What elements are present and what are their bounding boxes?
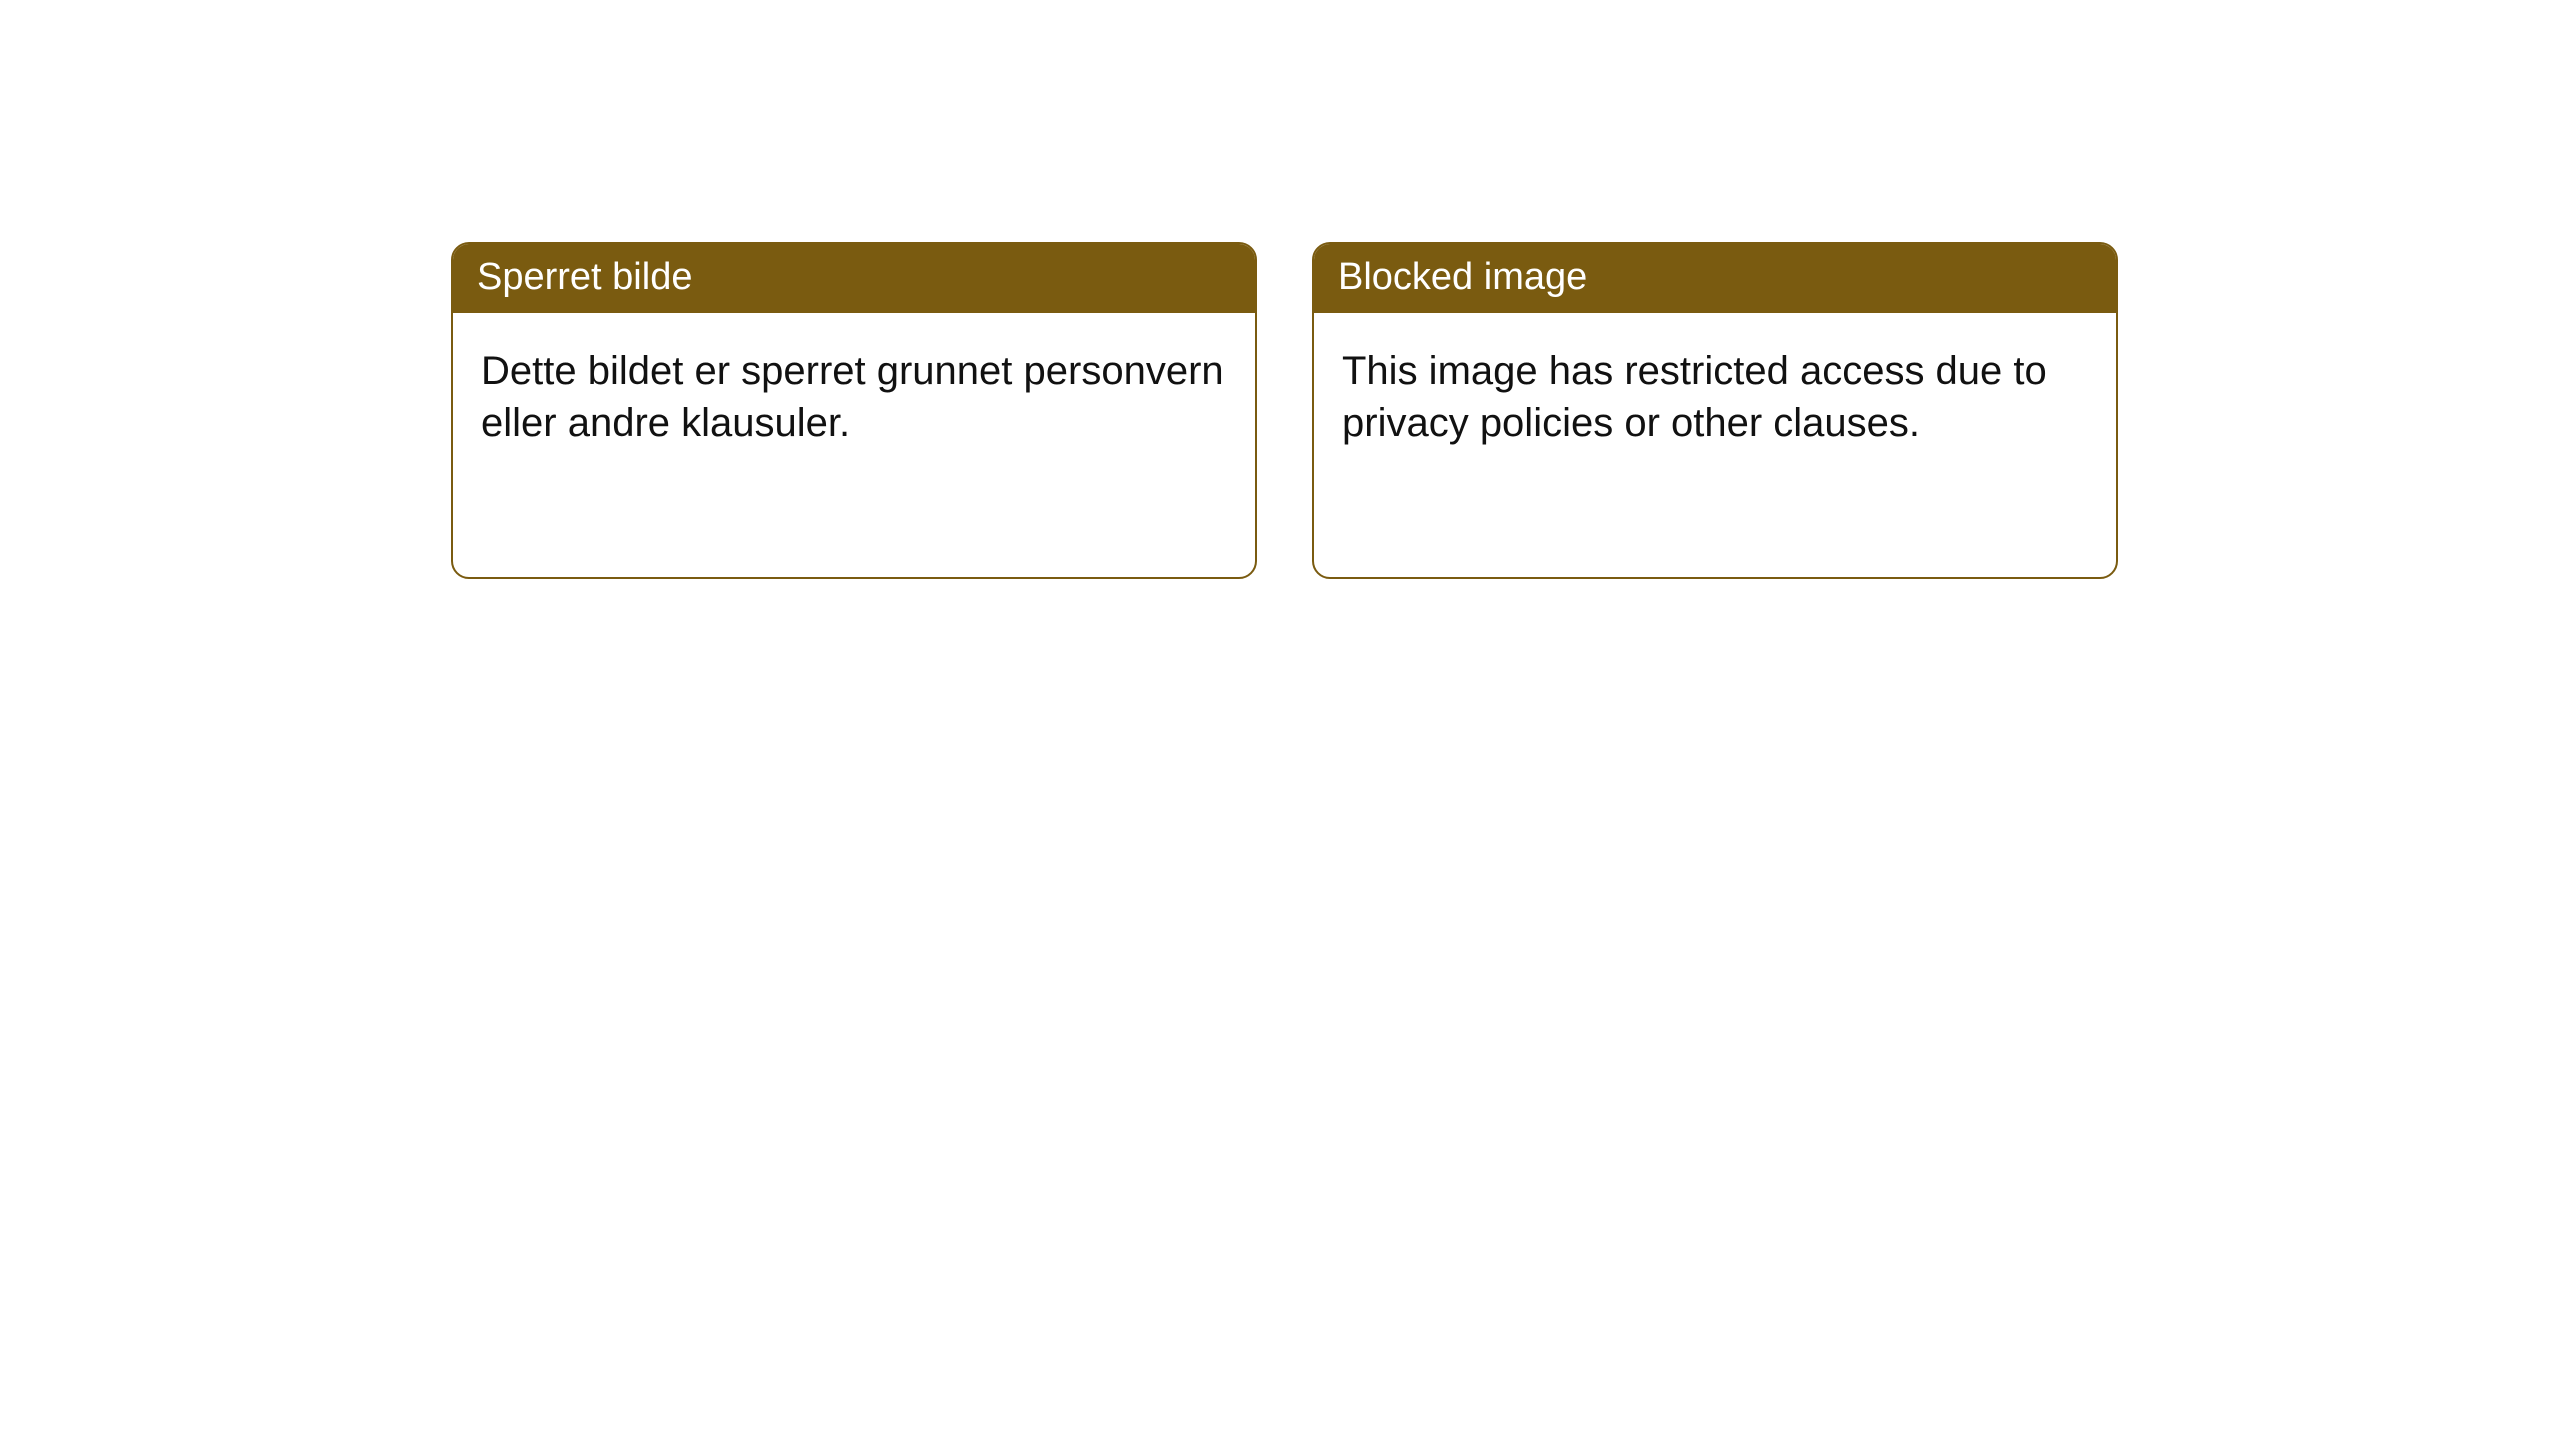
notice-card-english: Blocked image This image has restricted … — [1312, 242, 2118, 579]
notice-card-norwegian: Sperret bilde Dette bildet er sperret gr… — [451, 242, 1257, 579]
notice-card-body: Dette bildet er sperret grunnet personve… — [453, 313, 1255, 481]
notice-card-title: Blocked image — [1314, 244, 2116, 313]
notice-card-body: This image has restricted access due to … — [1314, 313, 2116, 481]
notice-cards-container: Sperret bilde Dette bildet er sperret gr… — [0, 0, 2560, 579]
notice-card-title: Sperret bilde — [453, 244, 1255, 313]
